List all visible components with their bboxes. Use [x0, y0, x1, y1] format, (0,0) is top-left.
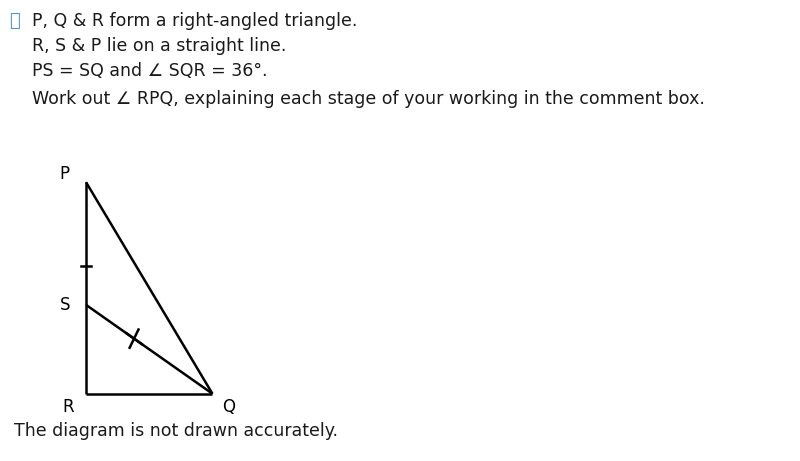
Text: P: P: [60, 165, 70, 183]
Text: Q: Q: [222, 398, 234, 416]
Text: P, Q & R form a right-angled triangle.: P, Q & R form a right-angled triangle.: [32, 12, 358, 30]
Text: Work out ∠ RPQ, explaining each stage of your working in the comment box.: Work out ∠ RPQ, explaining each stage of…: [32, 90, 705, 108]
Text: The diagram is not drawn accurately.: The diagram is not drawn accurately.: [14, 422, 338, 440]
Text: R, S & P lie on a straight line.: R, S & P lie on a straight line.: [32, 37, 286, 55]
Text: R: R: [62, 398, 74, 416]
Text: PS = SQ and ∠ SQR = 36°.: PS = SQ and ∠ SQR = 36°.: [32, 62, 267, 80]
Text: S: S: [60, 296, 70, 314]
Text: ⓗ: ⓗ: [10, 12, 20, 30]
